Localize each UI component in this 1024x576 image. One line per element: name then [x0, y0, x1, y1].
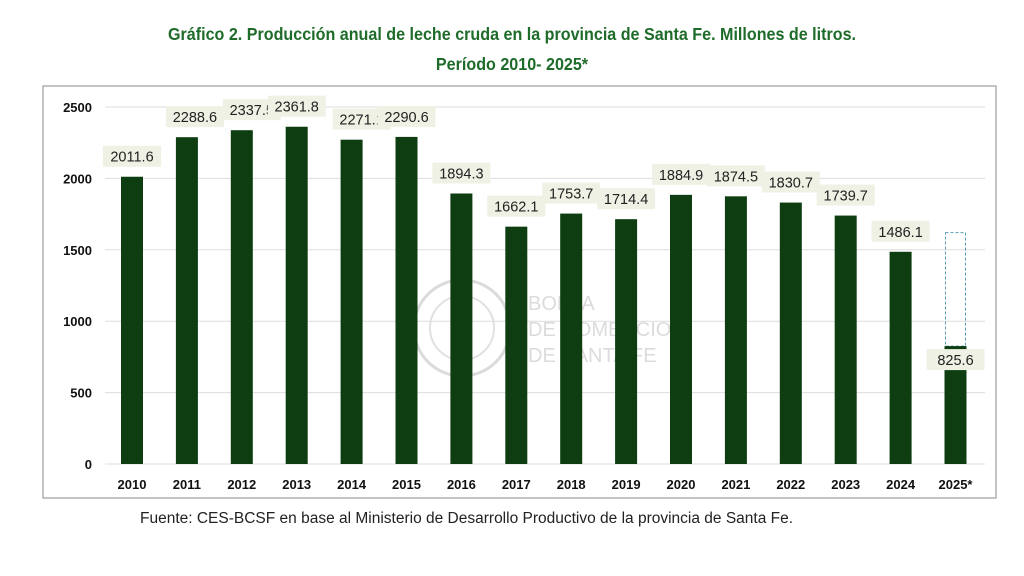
bar-2017 [505, 226, 528, 464]
bar-2022 [779, 202, 802, 464]
data-label: 1874.5 [714, 169, 758, 185]
data-label-bg [706, 165, 765, 187]
data-label-bg [871, 220, 930, 242]
data-label: 1739.7 [824, 189, 868, 205]
data-label: 2337.5 [230, 103, 274, 119]
projection-outline [945, 232, 966, 347]
x-tick-label: 2012 [227, 477, 256, 492]
data-label: 2271.1 [339, 113, 383, 129]
data-label: 2011.6 [110, 150, 153, 166]
data-label: 1894.3 [439, 166, 483, 182]
data-label-bg [542, 182, 601, 204]
source-note: Fuente: CES-BCSF en base al Ministerio d… [140, 510, 794, 527]
data-label-bg [487, 195, 546, 217]
y-tick-label: 500 [70, 386, 92, 401]
data-label-bg [222, 99, 281, 121]
data-label: 2290.6 [384, 110, 428, 126]
svg-text:DE COMERCIO: DE COMERCIO [528, 319, 671, 341]
bar-2021 [724, 196, 747, 464]
data-label-bg [267, 95, 326, 117]
chart-subtitle: Período 2010- 2025* [435, 54, 589, 74]
data-label-bg [761, 171, 820, 193]
bar-2014 [340, 139, 363, 464]
x-tick-label: 2020 [667, 477, 696, 492]
data-label: 1884.9 [659, 168, 703, 184]
bar-2012 [230, 130, 253, 464]
y-tick-label: 1500 [63, 243, 92, 258]
x-tick-label: 2024 [886, 477, 916, 492]
plot-frame [42, 85, 997, 499]
data-label: 1486.1 [878, 225, 922, 241]
bar-2018 [560, 213, 583, 464]
bar-2025* [944, 346, 967, 464]
x-tick-label: 2010 [118, 477, 147, 492]
data-label: 2361.8 [275, 100, 319, 116]
y-tick-label: 2000 [63, 171, 92, 186]
x-tick-label: 2016 [447, 477, 476, 492]
bar-2024 [889, 251, 912, 464]
data-label: 1662.1 [494, 200, 538, 216]
data-label-bg [377, 105, 436, 127]
x-tick-label: 2025* [939, 477, 974, 492]
x-tick-label: 2022 [776, 477, 805, 492]
bar-2013 [285, 126, 308, 465]
bar-2015 [395, 136, 418, 464]
x-tick-label: 2019 [612, 477, 641, 492]
data-label-bg [103, 145, 161, 167]
bar-2016 [450, 193, 473, 464]
data-label-bg [926, 349, 985, 371]
bar-2010 [121, 176, 143, 464]
data-label: 1714.4 [604, 192, 648, 208]
chart-title: Gráfico 2. Producción anual de leche cru… [167, 24, 857, 44]
data-label: 2288.6 [173, 110, 217, 126]
bar-2020 [670, 194, 692, 464]
x-tick-label: 2023 [831, 477, 860, 492]
data-label: 1753.7 [549, 187, 593, 203]
y-tick-label: 0 [85, 457, 92, 472]
data-label: 1830.7 [769, 176, 813, 192]
x-tick-label: 2013 [282, 477, 311, 492]
data-label-bg [816, 184, 875, 206]
data-label: 825.6 [937, 353, 973, 369]
y-tick-label: 1000 [63, 314, 92, 329]
data-label-bg [165, 106, 224, 128]
data-label-bg [652, 163, 710, 185]
data-label-bg [332, 108, 391, 130]
data-label-bg [597, 188, 656, 210]
bar-2011 [175, 137, 198, 464]
y-tick-label: 2500 [63, 100, 92, 115]
bar-2019 [615, 219, 638, 464]
bar-2023 [834, 215, 857, 464]
x-tick-label: 2015 [392, 477, 421, 492]
x-tick-label: 2011 [173, 477, 201, 492]
x-tick-label: 2018 [557, 477, 586, 492]
x-tick-label: 2014 [337, 477, 367, 492]
x-tick-label: 2017 [502, 477, 531, 492]
data-label-bg [432, 162, 491, 184]
x-tick-label: 2021 [721, 477, 750, 492]
svg-text:DE SANTA FE: DE SANTA FE [528, 345, 657, 367]
